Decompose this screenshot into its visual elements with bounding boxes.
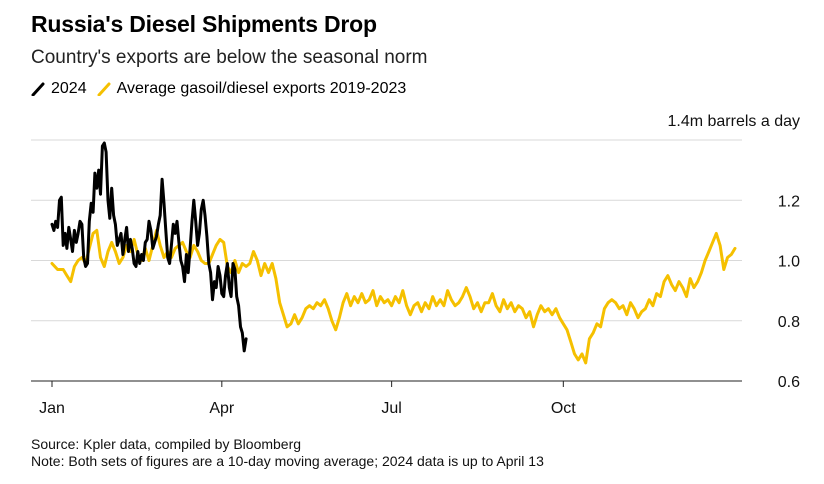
legend-label-2024: 2024 [51, 80, 87, 97]
legend-item-average: Average gasoil/diesel exports 2019-2023 [97, 80, 407, 98]
x-tick-label: Jul [381, 400, 401, 417]
y-tick-label: 1.0 [778, 254, 800, 271]
source-note: Source: Kpler data, compiled by Bloomber… [31, 436, 302, 452]
legend-item-2024: 2024 [31, 80, 87, 98]
x-tick-label: Jan [39, 400, 65, 417]
series-line-average [50, 228, 737, 365]
legend-swatch-average [97, 82, 111, 96]
line-chart: Jan Apr Jul Oct 0.6 0.8 1.0 1.2 1.4m barrels a … [31, 113, 800, 417]
legend-label-average: Average gasoil/diesel exports 2019-2023 [116, 80, 407, 97]
legend: 2024 Average gasoil/diesel exports 2019-… [31, 80, 416, 98]
series-lines [50, 141, 737, 365]
x-tick-label: Apr [209, 400, 235, 417]
chart-title: Russia's Diesel Shipments Drop [31, 11, 377, 37]
y-axis-labels: 0.6 0.8 1.0 1.2 1.4m barrels a day [667, 113, 800, 391]
legend-swatch-2024 [31, 82, 45, 96]
footer: Source: Kpler data, compiled by Bloomber… [31, 436, 544, 470]
y-tick-label: 1.2 [778, 193, 800, 210]
chart-subtitle: Country's exports are below the seasonal… [31, 47, 428, 68]
x-tick-label: Oct [551, 400, 576, 417]
series-line-2024 [50, 141, 248, 353]
method-note: Note: Both sets of figures are a 10-day … [31, 453, 544, 469]
gridlines [31, 139, 742, 322]
y-tick-label: 0.6 [778, 374, 800, 391]
x-axis: Jan Apr Jul Oct [31, 380, 742, 417]
y-axis-label: 1.4m barrels a day [667, 113, 800, 130]
y-tick-label: 0.8 [778, 314, 800, 331]
